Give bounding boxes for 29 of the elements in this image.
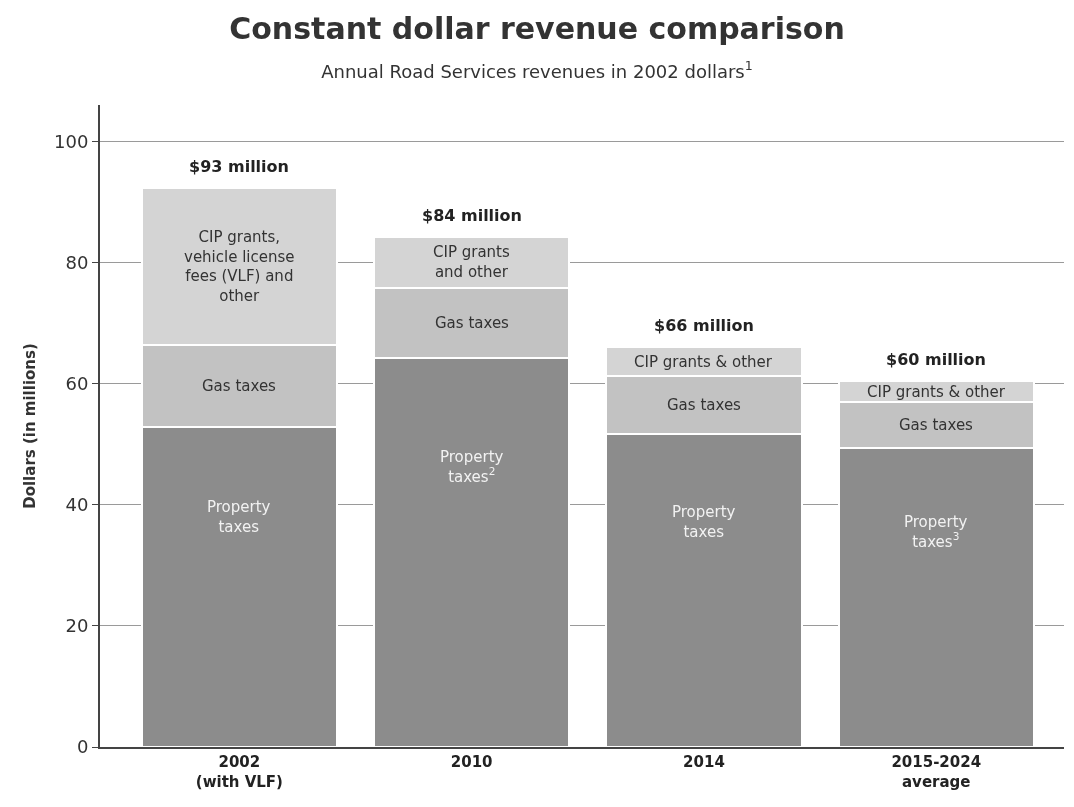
x-tick-label: 2015-2024 average — [891, 753, 982, 791]
annotation: Gas taxes — [899, 416, 974, 434]
y-tick-label: 40 — [65, 494, 89, 516]
annotation: CIP grants, vehicle license fees (VLF) and other — [184, 228, 295, 305]
annotation: Property taxes$^{3}$ — [904, 513, 968, 551]
y-tick-label: 20 — [65, 615, 89, 637]
y-axis-title: Dollars (in millions) — [20, 343, 39, 509]
annotation: Gas taxes — [435, 314, 510, 332]
chart-title: Constant dollar revenue comparison — [229, 11, 845, 46]
annotation: Property taxes — [207, 498, 271, 536]
annotation: Gas taxes — [202, 377, 277, 395]
x-tick-label: 2002 (with VLF) — [195, 753, 283, 791]
annotation: Property taxes$^{2}$ — [440, 448, 504, 486]
annotation: CIP grants & other — [634, 353, 773, 371]
y-tick-label: 100 — [54, 130, 89, 152]
y-tick-label: 60 — [65, 372, 89, 394]
chart-subtitle: Annual Road Services revenues in 2002 dollars$^{1}$ — [321, 58, 753, 82]
annotation: Property taxes — [672, 503, 736, 541]
annotation: Gas taxes — [667, 396, 742, 414]
annotation: CIP grants and other — [433, 243, 510, 281]
x-tick-label: 2014 — [683, 753, 725, 771]
total-label: $93 million — [189, 157, 289, 176]
annotation: CIP grants & other — [867, 383, 1006, 401]
total-label: $84 million — [422, 206, 522, 225]
total-label: $60 million — [886, 350, 986, 369]
x-tick-label: 2010 — [450, 753, 493, 771]
y-tick-label: 0 — [76, 736, 89, 758]
total-label: $66 million — [654, 316, 754, 335]
y-tick-label: 80 — [65, 251, 89, 273]
